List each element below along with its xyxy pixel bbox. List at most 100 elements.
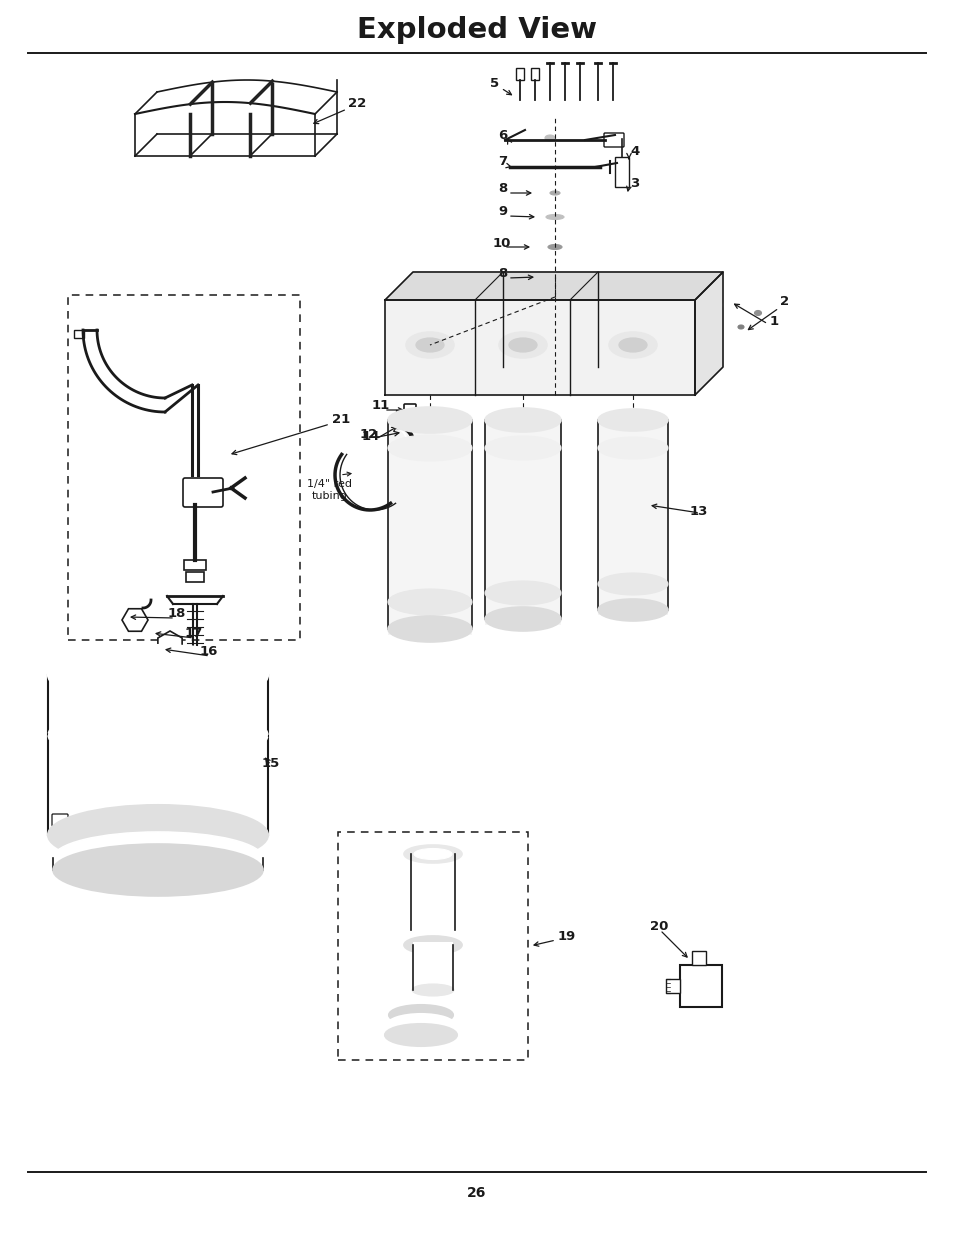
Ellipse shape: [536, 272, 574, 282]
Text: 5: 5: [490, 77, 498, 90]
Ellipse shape: [537, 100, 546, 105]
Text: 11: 11: [372, 399, 390, 412]
Ellipse shape: [387, 1014, 455, 1036]
Ellipse shape: [738, 325, 743, 329]
Ellipse shape: [598, 599, 667, 621]
Ellipse shape: [48, 645, 268, 705]
Text: 10: 10: [493, 237, 511, 249]
Text: 19: 19: [558, 930, 576, 944]
Ellipse shape: [544, 135, 555, 141]
Bar: [68, 295, 299, 640]
Ellipse shape: [388, 589, 472, 615]
Bar: [598, 420, 667, 615]
Ellipse shape: [547, 245, 561, 249]
Text: 18: 18: [168, 606, 186, 620]
Ellipse shape: [534, 186, 576, 199]
FancyBboxPatch shape: [691, 951, 705, 965]
Ellipse shape: [405, 982, 460, 999]
Ellipse shape: [412, 984, 454, 995]
Ellipse shape: [550, 191, 559, 195]
Ellipse shape: [411, 924, 455, 936]
Text: 26: 26: [467, 1186, 486, 1200]
Text: 21: 21: [332, 412, 350, 426]
Bar: [48, 676, 268, 835]
FancyBboxPatch shape: [184, 559, 206, 571]
Polygon shape: [385, 300, 695, 395]
Ellipse shape: [613, 194, 630, 200]
FancyBboxPatch shape: [679, 965, 721, 1007]
Ellipse shape: [484, 408, 560, 432]
Ellipse shape: [416, 338, 443, 352]
Polygon shape: [385, 272, 722, 300]
Ellipse shape: [519, 100, 530, 105]
Ellipse shape: [403, 845, 461, 863]
Text: 7: 7: [497, 156, 507, 168]
Bar: [388, 420, 472, 635]
Text: 20: 20: [649, 920, 668, 932]
Text: 13: 13: [689, 505, 708, 517]
Ellipse shape: [389, 1005, 453, 1025]
Ellipse shape: [414, 848, 452, 860]
FancyBboxPatch shape: [516, 68, 523, 80]
Text: 12: 12: [359, 429, 377, 441]
Ellipse shape: [403, 936, 461, 953]
Ellipse shape: [540, 242, 568, 252]
Ellipse shape: [385, 1024, 456, 1046]
Ellipse shape: [509, 338, 537, 352]
Ellipse shape: [598, 573, 667, 595]
Bar: [74, 330, 84, 338]
Text: 1: 1: [769, 315, 779, 329]
Text: 2: 2: [780, 295, 788, 308]
Ellipse shape: [551, 275, 558, 279]
FancyBboxPatch shape: [665, 979, 679, 993]
Ellipse shape: [532, 238, 578, 256]
Ellipse shape: [537, 212, 573, 222]
Ellipse shape: [538, 131, 560, 144]
Ellipse shape: [608, 332, 657, 358]
Bar: [337, 832, 527, 1060]
Ellipse shape: [732, 322, 748, 332]
Ellipse shape: [149, 630, 159, 636]
Polygon shape: [695, 272, 722, 395]
Ellipse shape: [484, 436, 560, 459]
Text: 1/4" red
tubing: 1/4" red tubing: [307, 479, 352, 500]
Ellipse shape: [53, 844, 263, 897]
Text: 9: 9: [497, 205, 507, 219]
Text: 22: 22: [348, 98, 366, 110]
Ellipse shape: [388, 616, 472, 642]
Ellipse shape: [388, 435, 472, 461]
Ellipse shape: [48, 805, 268, 864]
FancyBboxPatch shape: [403, 404, 416, 429]
Text: 8: 8: [497, 267, 507, 280]
Bar: [413, 942, 453, 990]
FancyBboxPatch shape: [52, 814, 68, 826]
Ellipse shape: [406, 332, 454, 358]
Ellipse shape: [722, 303, 730, 308]
Ellipse shape: [484, 580, 560, 605]
Ellipse shape: [131, 662, 149, 672]
Text: 14: 14: [361, 430, 380, 443]
Ellipse shape: [545, 215, 563, 220]
FancyBboxPatch shape: [603, 133, 623, 147]
Bar: [484, 420, 560, 625]
Ellipse shape: [484, 606, 560, 631]
Ellipse shape: [618, 338, 646, 352]
FancyBboxPatch shape: [615, 157, 628, 186]
Text: 16: 16: [200, 645, 218, 658]
Text: 4: 4: [629, 144, 639, 158]
Text: 3: 3: [629, 177, 639, 190]
Ellipse shape: [53, 832, 263, 884]
Ellipse shape: [540, 161, 568, 174]
FancyBboxPatch shape: [531, 68, 538, 80]
Text: 8: 8: [497, 182, 507, 195]
Ellipse shape: [754, 310, 760, 315]
Bar: [411, 869, 455, 930]
Ellipse shape: [48, 705, 268, 764]
Text: 17: 17: [185, 627, 203, 640]
FancyBboxPatch shape: [186, 572, 204, 582]
Text: 15: 15: [262, 757, 280, 769]
Ellipse shape: [598, 409, 667, 431]
Ellipse shape: [598, 437, 667, 459]
Ellipse shape: [388, 408, 472, 433]
Ellipse shape: [498, 332, 546, 358]
